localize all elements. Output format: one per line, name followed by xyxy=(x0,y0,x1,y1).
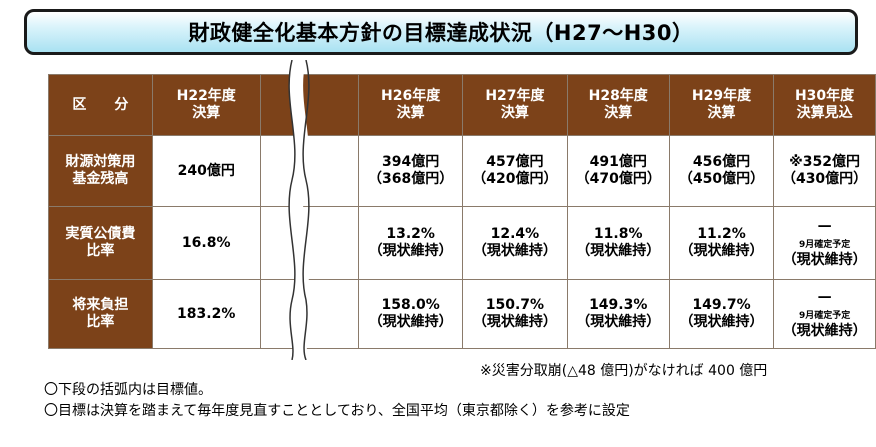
header-category: 区 分 xyxy=(48,74,153,136)
cell-h26: 158.0% （現状維持） xyxy=(358,279,464,349)
row-label: 財源対策用 基金残高 xyxy=(48,135,153,207)
cell-gap xyxy=(259,279,360,349)
page-title: 財政健全化基本方針の目標達成状況（H27〜H30） xyxy=(24,9,858,55)
cell-h27: 457億円 （420億円） xyxy=(462,135,568,207)
cell-h30: —9月確定予定 （現状維持） xyxy=(773,206,876,280)
row-label: 実質公債費 比率 xyxy=(48,206,153,280)
cell-h22: 16.8% xyxy=(151,206,261,280)
cell-h22: 240億円 xyxy=(151,135,261,207)
table-row-debt-service-ratio: 実質公債費 比率 16.8% 13.2% （現状維持） 12.4% （現状維持） 11… xyxy=(48,206,876,280)
header-h22: H22年度 決算 xyxy=(151,74,261,136)
header-h30: H30年度 決算見込 xyxy=(773,74,876,136)
cell-gap xyxy=(259,206,360,280)
cell-h29: 11.2% （現状維持） xyxy=(668,206,775,280)
note-item: 〇目標は決算を踏まえて毎年度見直すこととしており、全国平均（東京都除く）を参考に… xyxy=(44,403,630,419)
notes: 〇下段の括弧内は目標値。 〇目標は決算を踏まえて毎年度見直すこととしており、全国… xyxy=(44,380,630,422)
cell-h29: 149.7% （現状維持） xyxy=(668,279,775,349)
note-item: 〇下段の括弧内は目標値。 xyxy=(44,382,212,398)
header-gap xyxy=(259,74,360,136)
cell-h22: 183.2% xyxy=(151,279,261,349)
cell-h28: 11.8% （現状維持） xyxy=(566,206,670,280)
cell-h30: ※352億円 （430億円） xyxy=(773,135,876,207)
header-h28: H28年度 決算 xyxy=(566,74,670,136)
cell-h28: 149.3% （現状維持） xyxy=(566,279,670,349)
header-h29: H29年度 決算 xyxy=(668,74,775,136)
cell-h26: 13.2% （現状維持） xyxy=(358,206,464,280)
header-h27: H27年度 決算 xyxy=(462,74,568,136)
cell-h27: 150.7% （現状維持） xyxy=(462,279,568,349)
target-status-table: 区 分 H22年度 決算 H26年度 決算 H27年度 決算 H28年度 決算 H29年… xyxy=(48,74,876,349)
footnote: ※災害分取崩(△48 億円)がなければ 400 億円 xyxy=(480,363,768,379)
table-row-future-burden-ratio: 将来負担 比率 183.2% 158.0% （現状維持） 150.7% （現状維持） … xyxy=(48,279,876,349)
cell-h26: 394億円 （368億円） xyxy=(358,135,464,207)
table-row-fund-balance: 財源対策用 基金残高 240億円 394億円 （368億円） 457億円 （420億円… xyxy=(48,135,876,207)
cell-h29: 456億円 （450億円） xyxy=(668,135,775,207)
cell-h28: 491億円 （470億円） xyxy=(566,135,670,207)
row-label: 将来負担 比率 xyxy=(48,279,153,349)
header-h26: H26年度 決算 xyxy=(358,74,464,136)
cell-h27: 12.4% （現状維持） xyxy=(462,206,568,280)
table-header-row: 区 分 H22年度 決算 H26年度 決算 H27年度 決算 H28年度 決算 H29年… xyxy=(48,74,876,136)
cell-h30: —9月確定予定 （現状維持） xyxy=(773,279,876,349)
cell-gap xyxy=(259,135,360,207)
